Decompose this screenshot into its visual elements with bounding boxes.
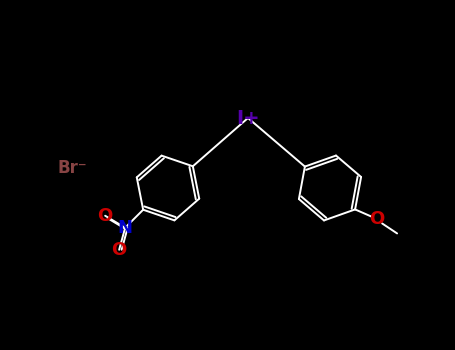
Text: O: O xyxy=(111,241,127,259)
Text: O: O xyxy=(369,210,385,229)
Text: I+: I+ xyxy=(236,108,260,127)
Text: N: N xyxy=(118,219,133,237)
Text: Br⁻: Br⁻ xyxy=(57,159,87,177)
Text: O: O xyxy=(97,207,113,225)
